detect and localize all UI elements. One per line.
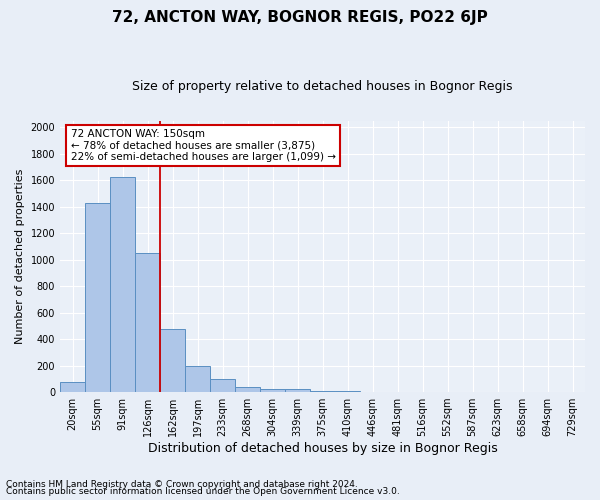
Bar [135, 253, 160, 392]
Bar [85, 204, 110, 392]
Y-axis label: Number of detached properties: Number of detached properties [15, 168, 25, 344]
Bar [285, 390, 310, 392]
Text: 72, ANCTON WAY, BOGNOR REGIS, PO22 6JP: 72, ANCTON WAY, BOGNOR REGIS, PO22 6JP [112, 10, 488, 25]
Bar [110, 177, 135, 392]
Text: Contains public sector information licensed under the Open Government Licence v3: Contains public sector information licen… [6, 487, 400, 496]
X-axis label: Distribution of detached houses by size in Bognor Regis: Distribution of detached houses by size … [148, 442, 497, 455]
Text: Contains HM Land Registry data © Crown copyright and database right 2024.: Contains HM Land Registry data © Crown c… [6, 480, 358, 489]
Bar [210, 379, 235, 392]
Bar [235, 388, 260, 392]
Bar [160, 329, 185, 392]
Bar [260, 389, 285, 392]
Title: Size of property relative to detached houses in Bognor Regis: Size of property relative to detached ho… [132, 80, 513, 93]
Bar [60, 382, 85, 392]
Bar [310, 391, 335, 392]
Bar [185, 366, 210, 392]
Text: 72 ANCTON WAY: 150sqm
← 78% of detached houses are smaller (3,875)
22% of semi-d: 72 ANCTON WAY: 150sqm ← 78% of detached … [71, 128, 335, 162]
